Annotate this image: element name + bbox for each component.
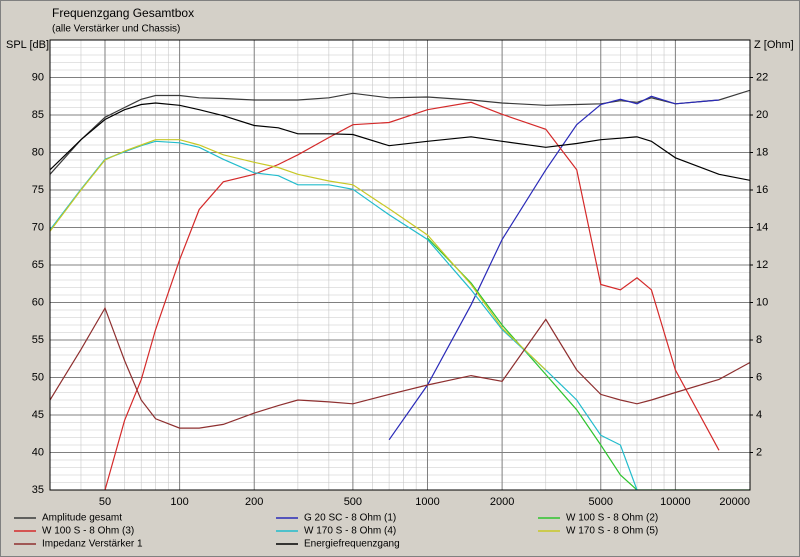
y2-tick-label: 4 (756, 409, 762, 421)
x-tick-label: 100 (170, 496, 188, 508)
y2-tick-label: 10 (756, 296, 768, 308)
legend-label: W 100 S - 8 Ohm (2) (566, 513, 658, 524)
y2-tick-label: 14 (756, 221, 768, 233)
y2-tick-label: 20 (756, 109, 768, 121)
y2-tick-label: 2 (756, 446, 762, 458)
y2-tick-label: 16 (756, 184, 768, 196)
grid (50, 40, 751, 491)
y-tick-label: 75 (32, 184, 44, 196)
y2-tick-label: 6 (756, 371, 762, 383)
legend-label: G 20 SC - 8 Ohm (1) (304, 513, 396, 524)
y-axis-label: SPL [dB] (6, 39, 49, 51)
y-tick-label: 90 (32, 71, 44, 83)
series-line (50, 140, 638, 490)
legend-label: Energiefrequenzgang (304, 539, 400, 550)
y-tick-label: 80 (32, 146, 44, 158)
legend-label: W 170 S - 8 Ohm (5) (566, 526, 658, 537)
x-tick-label: 50 (99, 496, 111, 508)
legend-label: W 170 S - 8 Ohm (4) (304, 526, 396, 537)
x-tick-label: 20000 (719, 496, 750, 508)
chart-title: Frequenzgang Gesamtbox (52, 6, 194, 20)
y2-tick-label: 12 (756, 259, 768, 271)
x-tick-label: 10000 (660, 496, 691, 508)
y2-tick-label: 8 (756, 334, 762, 346)
series-line (104, 101, 720, 490)
y-tick-label: 35 (32, 484, 44, 496)
legend-label: W 100 S - 8 Ohm (3) (42, 526, 134, 537)
y2-tick-label: 22 (756, 71, 768, 83)
y-tick-label: 55 (32, 334, 44, 346)
y2-tick-label: 18 (756, 146, 768, 158)
x-tick-label: 200 (245, 496, 263, 508)
y-tick-label: 70 (32, 221, 44, 233)
series-line (50, 306, 750, 429)
legend-label: Amplitude gesamt (42, 513, 122, 524)
series-line (388, 95, 720, 441)
y-tick-label: 50 (32, 371, 44, 383)
y-tick-label: 60 (32, 296, 44, 308)
x-tick-label: 500 (344, 496, 362, 508)
series-line (50, 102, 750, 181)
y2-axis-label: Z [Ohm] (754, 39, 794, 51)
series-line (427, 237, 750, 490)
y-tick-label: 40 (32, 446, 44, 458)
lines (50, 89, 750, 490)
y-tick-label: 85 (32, 109, 44, 121)
y-tick-label: 45 (32, 409, 44, 421)
series-line (50, 139, 547, 371)
x-tick-label: 5000 (589, 496, 613, 508)
x-tick-label: 2000 (490, 496, 514, 508)
x-tick-label: 1000 (415, 496, 439, 508)
legend-label: Impedanz Verstärker 1 (42, 539, 143, 550)
chart-subtitle: (alle Verstärker und Chassis) (52, 24, 180, 35)
y-tick-label: 65 (32, 259, 44, 271)
